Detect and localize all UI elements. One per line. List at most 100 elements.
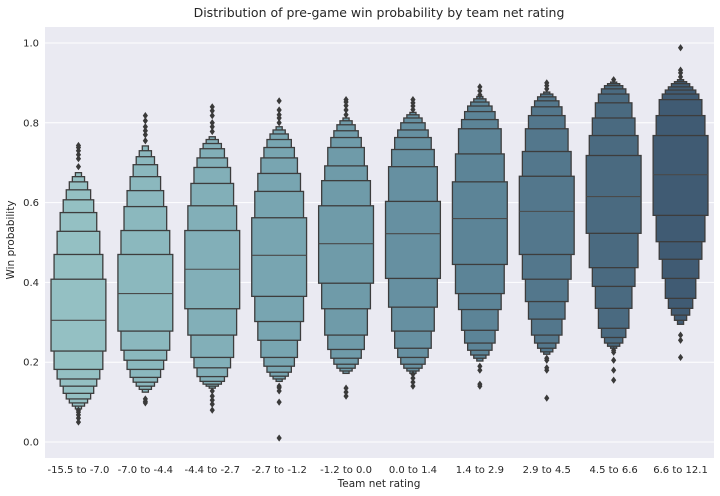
outlier-point <box>209 111 215 120</box>
chart-title: Distribution of pre-game win probability… <box>194 5 565 20</box>
outlier-point <box>544 364 550 372</box>
y-ticks: 0.0 0.2 0.4 0.6 0.8 1.0 <box>23 38 39 448</box>
boxen-level <box>451 181 508 266</box>
boxen-level <box>317 205 375 284</box>
outlier-point <box>343 111 349 119</box>
boxen-group <box>384 96 442 390</box>
outlier-point <box>142 111 148 120</box>
y-axis-label: Win probability <box>5 200 17 279</box>
boxes <box>50 44 709 442</box>
outlier-point <box>477 366 483 374</box>
x-tick-label: 0.0 to 1.4 <box>389 465 437 476</box>
outlier-point <box>477 362 483 370</box>
x-tick-label: -7.0 to -4.4 <box>118 465 173 476</box>
outlier-point <box>544 354 550 362</box>
outlier-point <box>544 79 550 87</box>
boxen-group <box>652 44 709 362</box>
outlier-point <box>343 384 349 392</box>
x-tick-label: 2.9 to 4.5 <box>523 465 571 476</box>
outlier-point <box>677 73 684 81</box>
boxen-group <box>317 96 375 400</box>
x-tick-label: -2.7 to -1.2 <box>251 465 306 476</box>
outlier-point <box>611 376 617 384</box>
outlier-point <box>410 374 416 382</box>
boxen-level <box>251 217 308 298</box>
x-ticks: -15.5 to -7.0 -7.0 to -4.4 -4.4 to -2.7 -2.… <box>48 465 708 476</box>
outlier-point <box>410 382 416 390</box>
outlier-point <box>209 392 215 400</box>
outlier-point <box>142 117 148 125</box>
y-tick-label: 0.0 <box>23 438 39 449</box>
outlier-point <box>276 434 282 442</box>
y-tick-label: 1.0 <box>23 38 39 49</box>
boxen-level <box>117 253 174 332</box>
outlier-point <box>477 87 483 95</box>
outlier-point <box>343 106 349 114</box>
boxen-group <box>117 111 174 407</box>
boxen-group <box>50 141 107 426</box>
outlier-point <box>276 111 282 119</box>
boxen-group <box>585 76 642 384</box>
outlier-point <box>343 388 349 396</box>
boxen-level <box>518 175 575 256</box>
outlier-point <box>276 106 282 114</box>
x-tick-label: 1.4 to 2.9 <box>456 465 504 476</box>
outlier-point <box>343 96 349 104</box>
outlier-point <box>477 380 483 388</box>
outlier-point <box>611 76 617 84</box>
y-tick-label: 0.8 <box>23 118 39 129</box>
outlier-point <box>276 398 282 406</box>
x-axis-label: Team net rating <box>337 478 421 490</box>
outlier-point <box>209 119 215 127</box>
outlier-point <box>677 331 684 339</box>
outlier-point <box>209 387 215 395</box>
x-tick-label: -15.5 to -7.0 <box>48 465 110 476</box>
outlier-point <box>209 406 215 414</box>
outlier-point <box>142 123 148 131</box>
boxen-group <box>184 103 241 414</box>
boxen-level <box>50 278 107 352</box>
outlier-point <box>544 394 550 402</box>
outlier-point <box>75 151 82 159</box>
outlier-point <box>75 155 82 163</box>
boxen-group <box>251 97 308 442</box>
x-tick-label: -4.4 to -2.7 <box>185 465 240 476</box>
y-tick-label: 0.2 <box>23 358 39 369</box>
outlier-point <box>142 127 148 135</box>
outlier-point <box>209 400 215 408</box>
y-tick-label: 0.4 <box>23 278 39 289</box>
outlier-point <box>677 66 684 74</box>
outlier-point <box>410 96 416 104</box>
outlier-point <box>343 392 349 400</box>
outlier-point <box>611 356 617 364</box>
outlier-point <box>410 370 416 378</box>
outlier-point <box>677 44 684 52</box>
outlier-point <box>477 91 483 99</box>
outlier-point <box>677 353 684 362</box>
outlier-point <box>209 123 215 131</box>
boxen-group <box>518 79 575 402</box>
outlier-point <box>142 137 148 145</box>
boxen-level <box>384 200 442 280</box>
outlier-point <box>209 396 215 404</box>
outlier-point <box>410 378 416 386</box>
outlier-point <box>209 127 215 136</box>
outlier-point <box>276 119 282 127</box>
outlier-point <box>477 83 483 91</box>
outlier-point <box>75 141 82 150</box>
outlier-point <box>75 163 82 171</box>
x-tick-label: -1.2 to 0.0 <box>320 465 372 476</box>
boxen-group <box>451 83 508 390</box>
outlier-point <box>611 346 617 354</box>
outlier-point <box>75 406 82 414</box>
outlier-point <box>276 382 282 390</box>
boxen-level <box>652 134 709 217</box>
outlier-point <box>209 103 215 111</box>
outlier-point <box>75 418 82 426</box>
boxen-level <box>585 154 642 234</box>
outlier-point <box>209 107 215 115</box>
outlier-point <box>677 336 684 344</box>
outlier-point <box>611 366 617 374</box>
outlier-point <box>142 395 148 403</box>
